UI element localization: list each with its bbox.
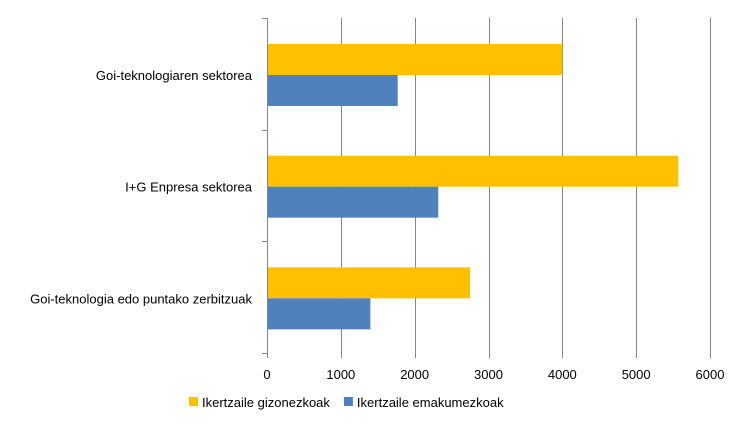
category-label-0: Goi-teknologiaren sektorea [96, 68, 253, 83]
axes [262, 18, 711, 358]
bar-men-2 [267, 267, 471, 299]
legend-swatch-men [189, 397, 198, 406]
legend-swatch-women [343, 397, 353, 406]
legend-label-women: Ikertzaile emakumezkoak [357, 395, 504, 410]
x-tick-label-2000: 2000 [400, 367, 429, 382]
bar-men-1 [267, 155, 679, 187]
x-tick-label-5000: 5000 [622, 367, 651, 382]
x-tick-label-3000: 3000 [474, 367, 503, 382]
bar-women-2 [267, 298, 371, 330]
legend-label-men: Ikertzaile gizonezkoak [202, 395, 330, 410]
x-tick-label-6000: 6000 [696, 367, 725, 382]
x-tick-label-0: 0 [263, 367, 270, 382]
category-label-2: Goi-teknologia edo puntako zerbitzuak [30, 291, 252, 306]
x-tick-label-4000: 4000 [548, 367, 577, 382]
bar-women-1 [267, 186, 439, 218]
bars [267, 44, 679, 330]
category-label-1: I+G Enpresa sektorea [125, 180, 253, 195]
x-tick-label-1000: 1000 [326, 367, 355, 382]
bar-women-0 [267, 75, 398, 106]
category-labels: Goi-teknologiaren sektorea I+G Enpresa se… [30, 68, 253, 306]
bar-men-0 [267, 44, 563, 75]
x-tick-labels: 0 1000 2000 3000 4000 5000 6000 [263, 367, 724, 382]
legend: Ikertzaile gizonezkoak Ikertzaile emakume… [189, 395, 504, 410]
